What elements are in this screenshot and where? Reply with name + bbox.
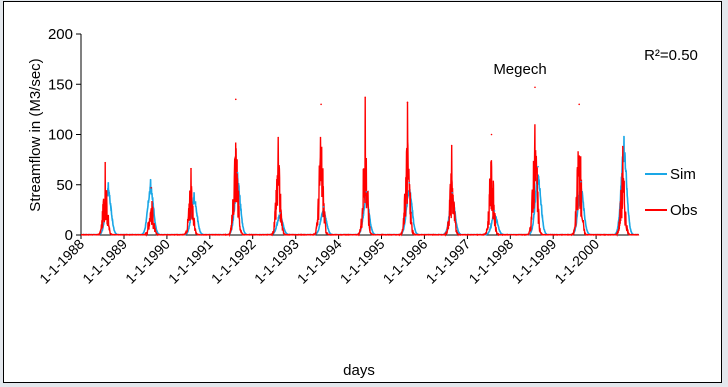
sim-peak-point — [623, 135, 625, 138]
obs-peak-point — [534, 86, 536, 89]
x-tick-label: 1-1-1996 — [380, 236, 431, 287]
y-tick-label: 100 — [48, 127, 73, 144]
x-tick-label: 1-1-2000 — [551, 236, 602, 287]
chart-frame: 0 50 100 150 200 1-1-1988 1-1-1989 1-1-1990 1-1… — [3, 1, 722, 383]
y-tick-label: 150 — [48, 76, 73, 93]
chart-title: Megech — [493, 61, 546, 78]
obs-peak-point — [450, 144, 453, 147]
obs-peak-point — [104, 161, 107, 164]
sim-peak-point — [279, 212, 281, 214]
y-axis: 0 50 100 150 200 — [48, 26, 82, 244]
x-tick-label: 1-1-1994 — [294, 236, 345, 287]
x-tick-label: 1-1-1995 — [337, 236, 388, 287]
sim-series-line — [81, 136, 639, 236]
legend-label-obs: Obs — [670, 202, 698, 219]
y-tick-label: 50 — [56, 177, 73, 194]
obs-peak-point — [320, 103, 322, 106]
r-squared-annotation: R²=0.50 — [644, 47, 698, 64]
sim-peak-point — [451, 191, 454, 194]
x-tick-label: 1-1-1988 — [36, 236, 87, 287]
obs-peak-point — [364, 96, 366, 99]
sim-peak-point — [236, 171, 239, 174]
sim-peak-point — [408, 181, 411, 184]
x-axis-title: days — [343, 362, 375, 379]
x-tick-label: 1-1-1993 — [251, 236, 302, 287]
x-tick-label: 1-1-1999 — [508, 236, 559, 287]
obs-peak-point — [150, 186, 152, 189]
sim-peak-point — [193, 191, 195, 194]
y-axis-title: Streamflow in (M3/sec) — [27, 58, 44, 211]
obs-peak-point — [578, 103, 580, 106]
obs-peak-point — [277, 136, 280, 139]
sim-peak-point — [149, 178, 152, 181]
obs-peak-point — [190, 167, 192, 170]
obs-peak-point — [234, 98, 237, 101]
y-tick-label: 0 — [65, 227, 73, 244]
x-tick-label: 1-1-1997 — [423, 236, 474, 287]
obs-peak-point — [621, 145, 624, 148]
x-tick-label: 1-1-1998 — [465, 236, 516, 287]
series-layer — [80, 86, 640, 238]
x-tick-label: 1-1-1989 — [79, 236, 130, 287]
x-tick-label: 1-1-1992 — [208, 236, 259, 287]
sim-peak-point — [537, 165, 539, 168]
legend: Sim Obs — [645, 166, 698, 219]
sim-peak-point — [493, 210, 496, 212]
obs-series-line — [80, 97, 640, 238]
y-tick-label: 200 — [48, 26, 73, 43]
sim-peak-point — [365, 190, 368, 193]
obs-peak-point — [406, 101, 409, 104]
legend-label-sim: Sim — [670, 166, 696, 183]
sim-peak-point — [580, 180, 582, 183]
sim-peak-point — [107, 181, 110, 184]
x-tick-label: 1-1-1991 — [165, 236, 216, 287]
x-tick-label: 1-1-1990 — [122, 236, 173, 287]
sim-peak-point — [322, 206, 325, 208]
obs-peak-point — [490, 133, 493, 136]
x-axis: 1-1-19881-1-19891-1-19901-1-19911-1-1992… — [36, 234, 639, 287]
